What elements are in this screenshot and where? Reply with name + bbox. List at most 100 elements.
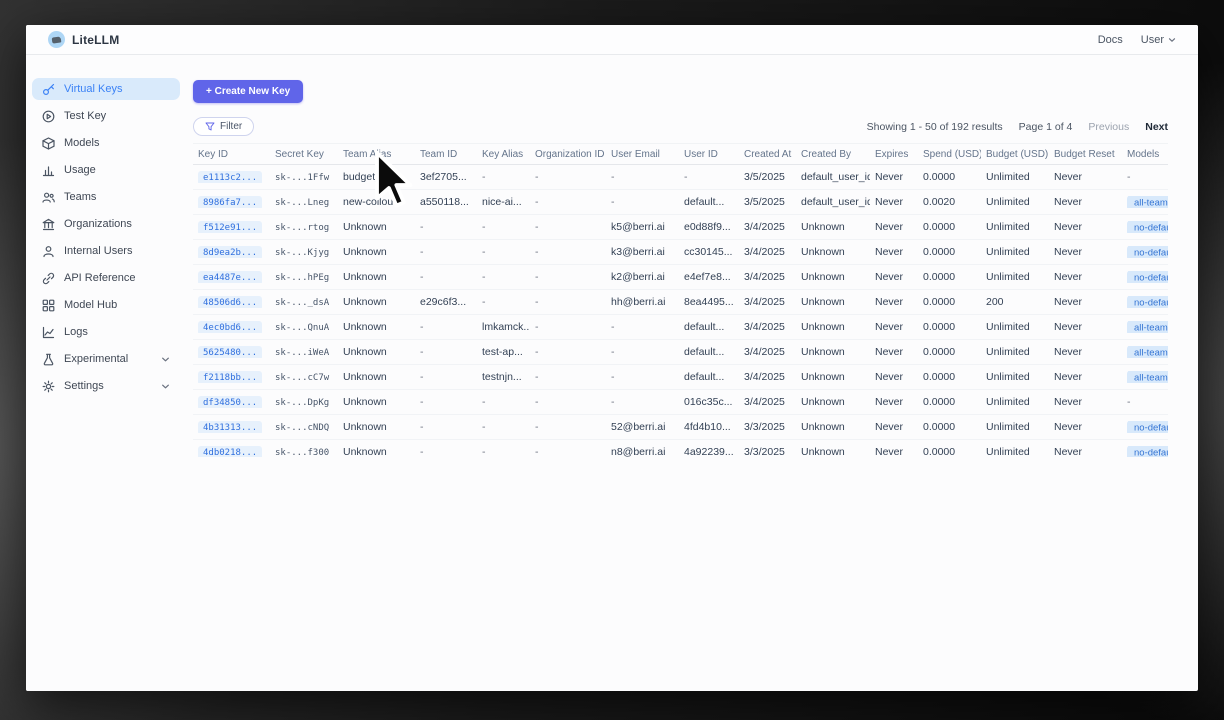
sidebar-item-organizations[interactable]: Organizations bbox=[32, 213, 180, 235]
table-cell: Unknown bbox=[801, 271, 845, 283]
sidebar-item-label: Settings bbox=[64, 380, 104, 392]
grid-icon bbox=[42, 299, 55, 312]
table-cell: - bbox=[420, 246, 424, 258]
column-header-team-id: Team ID bbox=[420, 148, 458, 160]
table-cell: Never bbox=[875, 221, 904, 233]
table-cell: 016c35c... bbox=[684, 396, 733, 408]
flask-icon bbox=[42, 353, 55, 366]
building-icon bbox=[42, 218, 55, 231]
table-cell: Never bbox=[1054, 271, 1083, 283]
sidebar-item-label: Usage bbox=[64, 164, 96, 176]
docs-link[interactable]: Docs bbox=[1097, 33, 1123, 46]
key-id-chip[interactable]: f2118bb... bbox=[198, 371, 263, 383]
sidebar-item-settings[interactable]: Settings bbox=[32, 375, 180, 397]
models-cell: all-team-m bbox=[1122, 321, 1168, 333]
table-cell: Unlimited bbox=[986, 271, 1030, 283]
sidebar-item-models[interactable]: Models bbox=[32, 132, 180, 154]
key-icon bbox=[42, 83, 55, 96]
table-cell: 0.0000 bbox=[923, 296, 956, 308]
create-new-key-button[interactable]: + Create New Key bbox=[193, 80, 304, 103]
sidebar-item-virtual-keys[interactable]: Virtual Keys bbox=[32, 78, 180, 100]
filter-button[interactable]: Filter bbox=[193, 117, 255, 136]
model-badge: all-team-m bbox=[1127, 346, 1168, 358]
sidebar-item-experimental[interactable]: Experimental bbox=[32, 348, 180, 370]
key-id-chip[interactable]: ea4487e... bbox=[198, 271, 263, 283]
table-row: 8d9ea2b... sk-...Kjyg Unknown - - - k3@berri.a… bbox=[193, 240, 1168, 265]
sidebar-item-label: Organizations bbox=[64, 218, 132, 230]
key-id-chip[interactable]: 4b31313... bbox=[198, 421, 263, 433]
key-id-chip[interactable]: 8d9ea2b... bbox=[198, 246, 263, 258]
table-row: ea4487e... sk-...hPEg Unknown - - - k2@berri.a… bbox=[193, 265, 1168, 290]
sidebar-item-api-reference[interactable]: API Reference bbox=[32, 267, 180, 289]
table-cell: Unknown bbox=[343, 446, 387, 457]
sidebar-item-model-hub[interactable]: Model Hub bbox=[32, 294, 180, 316]
next-page-button[interactable]: Next bbox=[1145, 120, 1168, 133]
models-cell: no-default bbox=[1122, 446, 1168, 457]
table-cell: Unlimited bbox=[986, 246, 1030, 258]
secret-key-cell: sk-...1Ffw bbox=[275, 173, 330, 183]
brand-name: LiteLLM bbox=[72, 32, 120, 47]
table-cell: Never bbox=[875, 171, 904, 183]
table-cell: - bbox=[611, 196, 615, 208]
table-cell: Unlimited bbox=[986, 321, 1030, 333]
model-badge: all-team-m bbox=[1127, 321, 1168, 333]
key-id-cell: 5625480... bbox=[193, 346, 270, 358]
key-id-chip[interactable]: df34850... bbox=[198, 396, 263, 408]
play-icon bbox=[42, 110, 55, 123]
chevron-down-icon bbox=[1168, 36, 1176, 44]
table-cell: Unknown bbox=[801, 396, 845, 408]
table-cell: 8ea4495... bbox=[684, 296, 734, 308]
table-cell: - bbox=[482, 396, 486, 408]
model-badge: no-default bbox=[1127, 296, 1168, 308]
table-cell: 0.0000 bbox=[923, 246, 956, 258]
column-header-models: Models bbox=[1127, 148, 1160, 160]
key-id-cell: f2118bb... bbox=[193, 371, 270, 383]
table-cell: Never bbox=[1054, 446, 1083, 457]
key-id-chip[interactable]: 5625480... bbox=[198, 346, 263, 358]
topbar: LiteLLM Docs User bbox=[26, 25, 1198, 55]
table-cell: 3/4/2025 bbox=[744, 221, 785, 233]
sidebar-item-usage[interactable]: Usage bbox=[32, 159, 180, 181]
secret-key-cell: sk-...hPEg bbox=[275, 273, 330, 283]
model-badge: no-default bbox=[1127, 421, 1168, 433]
models-cell: no-default bbox=[1122, 221, 1168, 233]
table-cell: Unknown bbox=[801, 371, 845, 383]
table-cell: - bbox=[535, 446, 539, 457]
table-cell: Unknown bbox=[343, 421, 387, 433]
table-cell: Unlimited bbox=[986, 346, 1030, 358]
table-cell: - bbox=[535, 171, 539, 183]
key-id-cell: 4ec0bd6... bbox=[193, 321, 270, 333]
table-cell: 0.0000 bbox=[923, 346, 956, 358]
sidebar-item-teams[interactable]: Teams bbox=[32, 186, 180, 208]
key-id-chip[interactable]: e1113c2... bbox=[198, 171, 263, 183]
table-cell: Unlimited bbox=[986, 221, 1030, 233]
table-cell: 3/3/2025 bbox=[744, 421, 785, 433]
sidebar-item-test-key[interactable]: Test Key bbox=[32, 105, 180, 127]
secret-key-cell: sk-...DpKg bbox=[275, 398, 330, 408]
table-cell: - bbox=[420, 321, 424, 333]
table-cell: - bbox=[420, 371, 424, 383]
table-cell: - bbox=[611, 171, 615, 183]
key-id-chip[interactable]: 8986fa7... bbox=[198, 196, 263, 208]
virtual-keys-table: Key ID Secret Key Team Alias Team ID Key Ali… bbox=[193, 143, 1168, 457]
table-cell: - bbox=[684, 171, 688, 183]
sidebar-item-logs[interactable]: Logs bbox=[32, 321, 180, 343]
sidebar-item-internal-users[interactable]: Internal Users bbox=[32, 240, 180, 262]
column-header-secret-key: Secret Key bbox=[275, 148, 324, 160]
secret-key-cell: sk-...f300 bbox=[275, 448, 330, 457]
column-header-budget-reset: Budget Reset bbox=[1054, 148, 1115, 160]
table-cell: 3/4/2025 bbox=[744, 396, 785, 408]
key-id-chip[interactable]: 4ec0bd6... bbox=[198, 321, 263, 333]
table-cell: budget_tes... bbox=[343, 171, 404, 183]
previous-page-button[interactable]: Previous bbox=[1088, 120, 1130, 133]
user-menu[interactable]: User bbox=[1141, 34, 1176, 46]
key-id-chip[interactable]: 4db0218... bbox=[198, 446, 263, 457]
table-cell: Unknown bbox=[801, 446, 845, 457]
model-badge: no-default bbox=[1127, 221, 1168, 233]
line-chart-icon bbox=[42, 326, 55, 339]
key-id-chip[interactable]: f512e91... bbox=[198, 221, 263, 233]
table-cell: - bbox=[420, 346, 424, 358]
key-id-chip[interactable]: 48506d6... bbox=[198, 296, 263, 308]
key-id-cell: 4db0218... bbox=[193, 446, 270, 457]
